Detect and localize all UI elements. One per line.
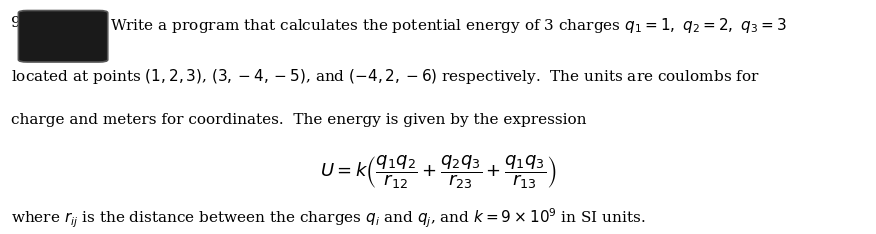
FancyBboxPatch shape	[18, 11, 108, 62]
Text: where $r_{ij}$ is the distance between the charges $q_i$ and $q_j$, and $k = 9 \: where $r_{ij}$ is the distance between t…	[11, 207, 646, 230]
Text: $U = k\left(\dfrac{q_1 q_2}{r_{12}} + \dfrac{q_2 q_3}{r_{23}} + \dfrac{q_1 q_3}{: $U = k\left(\dfrac{q_1 q_2}{r_{12}} + \d…	[320, 153, 556, 191]
Text: Write a program that calculates the potential energy of 3 charges $q_1 = 1,\ q_2: Write a program that calculates the pote…	[110, 16, 787, 35]
Text: 9.: 9.	[11, 16, 25, 30]
Text: charge and meters for coordinates.  The energy is given by the expression: charge and meters for coordinates. The e…	[11, 113, 586, 128]
Text: located at points $(1, 2, 3)$, $(3, -4, -5)$, and $(-4, 2, -6)$ respectively.  T: located at points $(1, 2, 3)$, $(3, -4, …	[11, 67, 759, 86]
